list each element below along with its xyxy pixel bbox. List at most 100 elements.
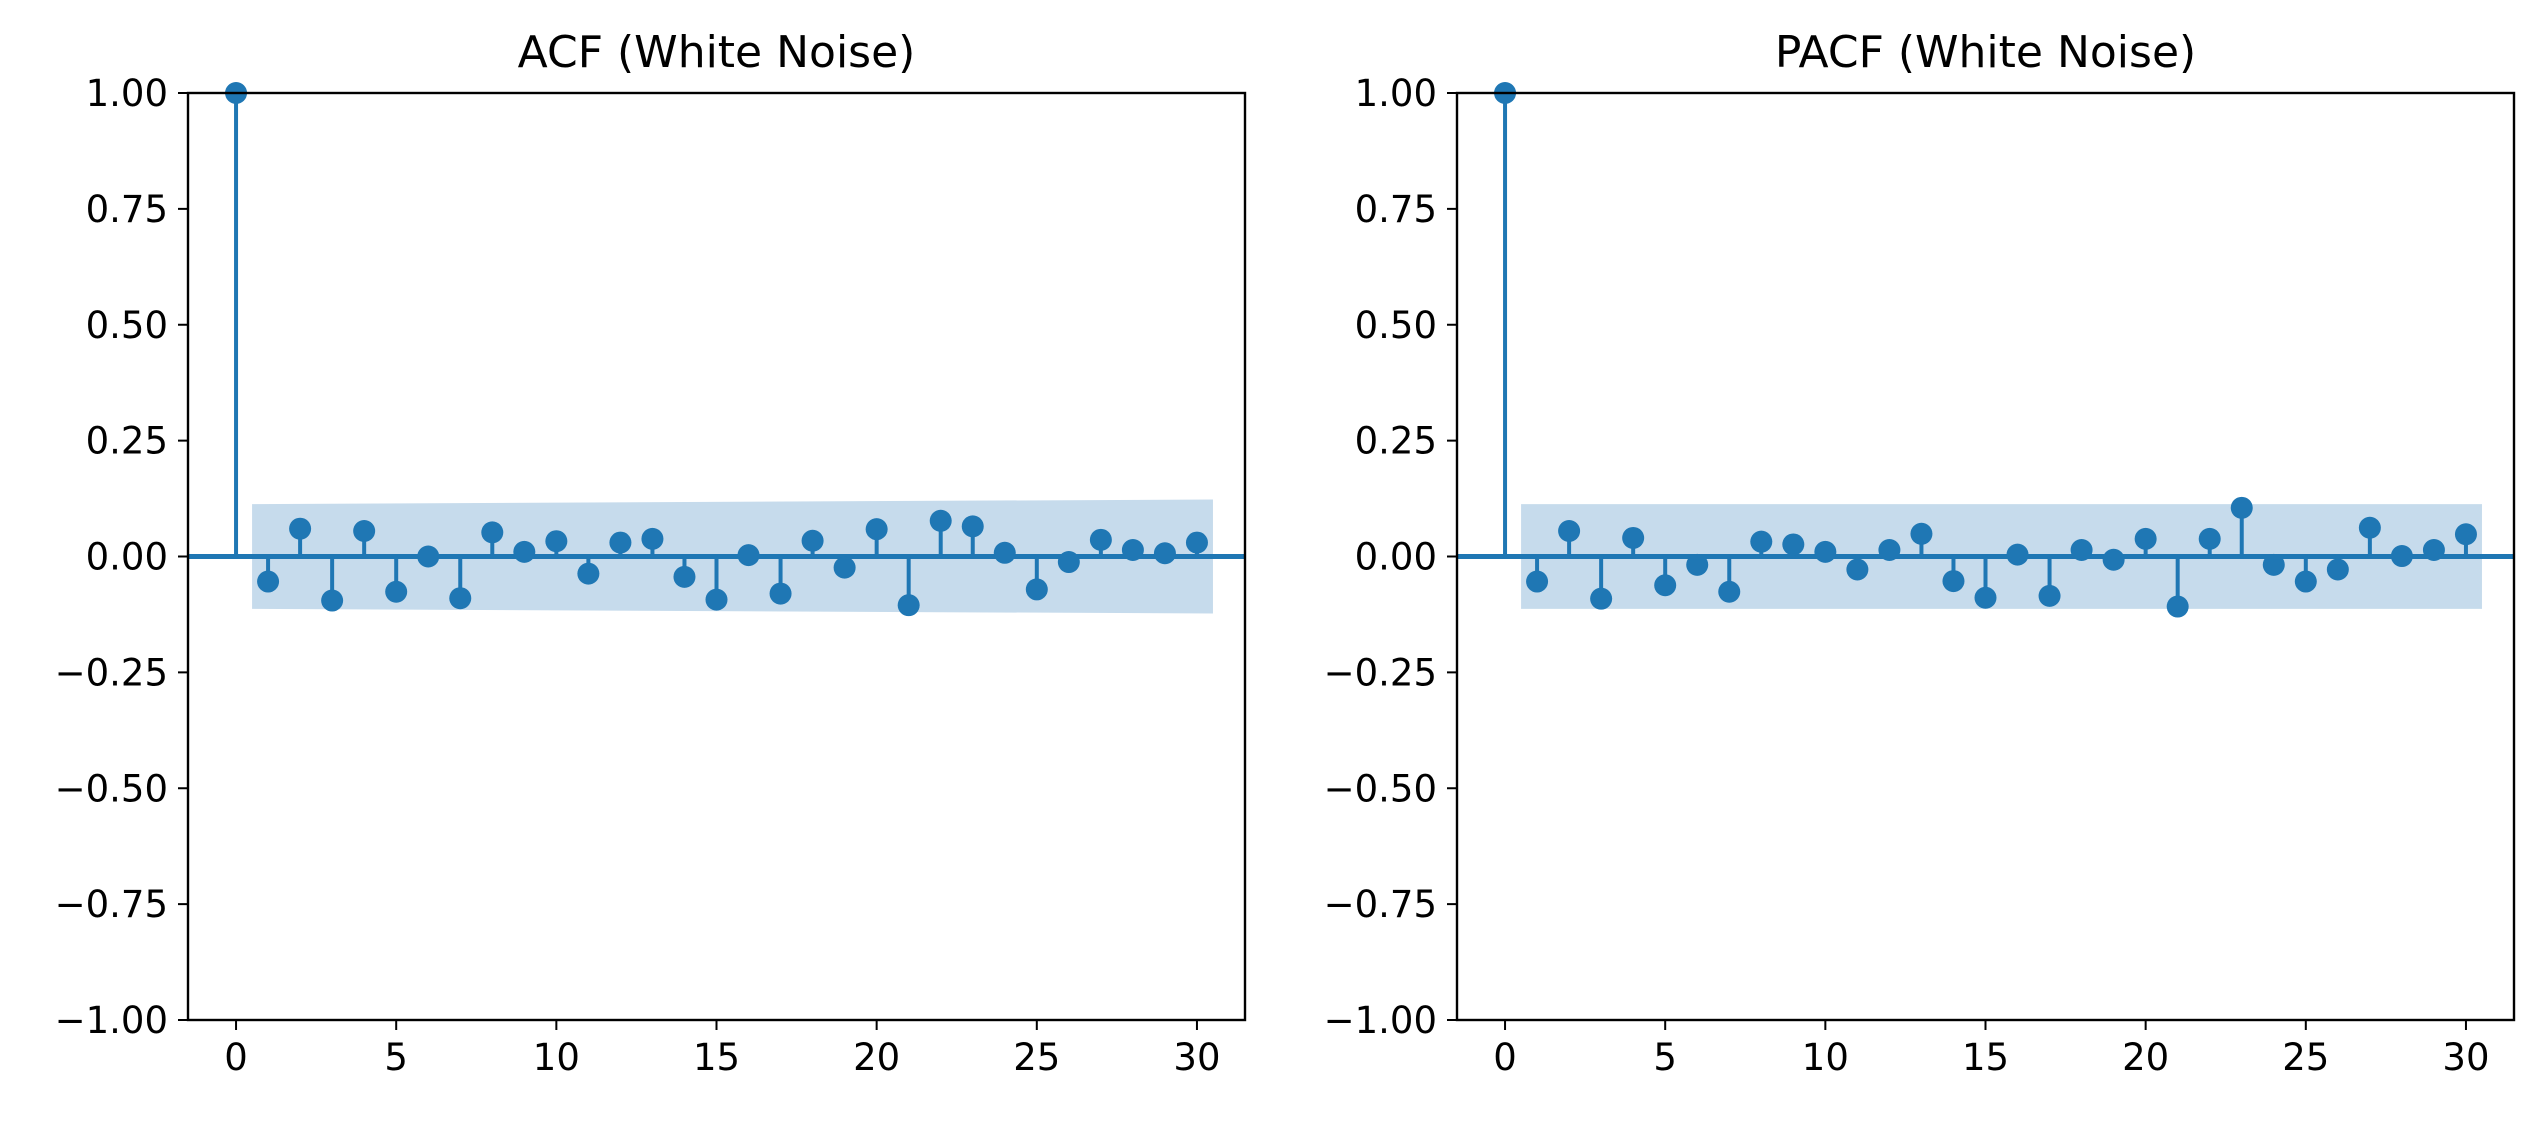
acf-marker-3 (321, 589, 344, 612)
pacf-y-tick-label: −0.25 (1324, 651, 1437, 694)
pacf-marker-8 (1750, 530, 1773, 553)
acf-marker-6 (417, 545, 440, 568)
acf-y-tick-label: 1.00 (86, 72, 168, 115)
acf-marker-21 (897, 594, 920, 617)
pacf-x-tick-label: 20 (2122, 1036, 2169, 1079)
pacf-x-tick-label: 5 (1653, 1036, 1677, 1079)
acf-marker-7 (449, 587, 472, 610)
acf-marker-25 (1025, 578, 1048, 601)
pacf-marker-25 (2294, 570, 2317, 593)
pacf-x-tick-label: 25 (2282, 1036, 2329, 1079)
pacf-plot-area (1457, 93, 2514, 609)
acf-marker-18 (801, 529, 824, 552)
pacf-x-tick-label: 15 (1962, 1036, 2009, 1079)
pacf-marker-1 (1526, 570, 1549, 593)
acf-marker-29 (1153, 542, 1176, 565)
acf-marker-28 (1121, 539, 1144, 562)
pacf-marker-18 (2070, 539, 2093, 562)
pacf-marker-26 (2326, 558, 2349, 581)
acf-y-tick-label: −0.25 (55, 651, 168, 694)
acf-marker-9 (513, 540, 536, 563)
pacf-marker-21 (2166, 595, 2189, 618)
pacf-x-tick-label: 30 (2442, 1036, 2489, 1079)
acf-marker-5 (385, 580, 408, 603)
acf-x-tick-label: 30 (1173, 1036, 1220, 1079)
pacf-y-tick-label: −0.75 (1324, 883, 1437, 926)
acf-panel: 0 5 10 15 20 25 30 1.00 0.75 0.50 0.25 0.00 −0.25 −0.… (55, 27, 1247, 1079)
acf-marker-30 (1185, 531, 1208, 554)
acf-marker-27 (1089, 528, 1112, 551)
acf-marker-4 (353, 520, 376, 543)
acf-marker-14 (673, 565, 696, 588)
pacf-y-tick-label: 0.50 (1355, 304, 1437, 347)
pacf-marker-15 (1974, 586, 1997, 609)
acf-marker-1 (257, 570, 280, 593)
pacf-marker-12 (1878, 539, 1901, 562)
acf-marker-13 (641, 527, 664, 550)
acf-x-tick-label: 5 (384, 1036, 408, 1079)
pacf-marker-29 (2422, 539, 2445, 562)
acf-marker-11 (577, 562, 600, 585)
pacf-x-tick-label: 10 (1802, 1036, 1849, 1079)
pacf-y-tick-label: −1.00 (1324, 999, 1437, 1042)
acf-marker-10 (545, 530, 568, 553)
acf-marker-16 (737, 544, 760, 567)
pacf-marker-22 (2198, 527, 2221, 550)
pacf-marker-28 (2390, 545, 2413, 568)
acf-y-tick-label: 0.50 (86, 304, 168, 347)
pacf-marker-3 (1590, 587, 1613, 610)
acf-marker-22 (929, 509, 952, 532)
pacf-marker-19 (2102, 548, 2125, 571)
acf-marker-17 (769, 582, 792, 605)
pacf-marker-11 (1846, 558, 1869, 581)
pacf-chart-title: PACF (White Noise) (1775, 27, 2196, 78)
pacf-marker-6 (1686, 553, 1709, 576)
pacf-marker-4 (1622, 526, 1645, 549)
pacf-marker-16 (2006, 543, 2029, 566)
acf-marker-20 (865, 518, 888, 541)
acf-marker-2 (289, 517, 312, 540)
pacf-panel: 0 5 10 15 20 25 30 1.00 0.75 0.50 0.25 0.00 −0.25 −0.… (1324, 27, 2516, 1079)
acf-y-tick-label: −1.00 (55, 999, 168, 1042)
acf-y-tick-label: 0.00 (86, 536, 168, 579)
pacf-marker-10 (1814, 540, 1837, 563)
pacf-x-tick-label: 0 (1493, 1036, 1517, 1079)
acf-x-tick-label: 15 (693, 1036, 740, 1079)
acf-x-tick-label: 0 (224, 1036, 248, 1079)
acf-x-tick-label: 20 (853, 1036, 900, 1079)
acf-marker-15 (705, 588, 728, 611)
pacf-marker-20 (2134, 527, 2157, 550)
pacf-marker-17 (2038, 584, 2061, 607)
acf-plot-area (188, 93, 1245, 614)
acf-x-tick-label: 10 (533, 1036, 580, 1079)
pacf-marker-30 (2454, 523, 2477, 546)
pacf-marker-7 (1718, 580, 1741, 603)
acf-chart-title: ACF (White Noise) (518, 27, 916, 78)
pacf-y-tick-label: 0.75 (1355, 188, 1437, 231)
pacf-y-tick-label: 1.00 (1355, 72, 1437, 115)
acf-y-tick-label: 0.25 (86, 420, 168, 463)
acf-marker-8 (481, 521, 504, 544)
acf-marker-12 (609, 531, 632, 554)
acf-marker-19 (833, 556, 856, 579)
acf-y-tick-label: 0.75 (86, 188, 168, 231)
pacf-marker-13 (1910, 522, 1933, 545)
pacf-y-tick-label: −0.50 (1324, 767, 1437, 810)
pacf-y-tick-label: 0.00 (1355, 536, 1437, 579)
pacf-marker-2 (1558, 520, 1581, 543)
acf-y-tick-label: −0.75 (55, 883, 168, 926)
acf-marker-24 (993, 541, 1016, 564)
acf-x-tick-label: 25 (1013, 1036, 1060, 1079)
pacf-marker-24 (2262, 553, 2285, 576)
pacf-marker-23 (2230, 496, 2253, 519)
acf-y-tick-label: −0.50 (55, 767, 168, 810)
pacf-y-tick-label: 0.25 (1355, 420, 1437, 463)
pacf-marker-5 (1654, 574, 1677, 597)
pacf-marker-9 (1782, 533, 1805, 556)
pacf-marker-14 (1942, 570, 1965, 593)
acf-marker-23 (961, 515, 984, 538)
pacf-marker-27 (2358, 516, 2381, 539)
acf-marker-26 (1057, 551, 1080, 574)
